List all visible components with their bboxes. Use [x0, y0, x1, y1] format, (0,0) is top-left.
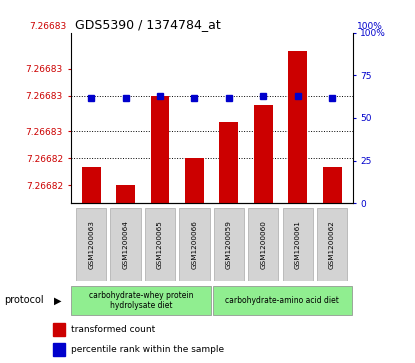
FancyBboxPatch shape	[248, 208, 278, 281]
Text: 100%: 100%	[357, 22, 383, 31]
FancyBboxPatch shape	[283, 208, 313, 281]
Text: carbohydrate-whey protein
hydrolysate diet: carbohydrate-whey protein hydrolysate di…	[89, 291, 193, 310]
Text: GSM1200063: GSM1200063	[88, 220, 94, 269]
FancyBboxPatch shape	[76, 208, 106, 281]
Bar	[116, 185, 135, 203]
Text: protocol: protocol	[4, 295, 44, 305]
Bar	[288, 50, 307, 203]
FancyBboxPatch shape	[145, 208, 175, 281]
Text: 7.26683: 7.26683	[29, 22, 66, 31]
Text: GSM1200062: GSM1200062	[329, 220, 335, 269]
Bar	[53, 343, 65, 356]
FancyBboxPatch shape	[213, 286, 352, 315]
Text: GSM1200065: GSM1200065	[157, 220, 163, 269]
Text: transformed count: transformed count	[71, 325, 155, 334]
Text: GSM1200061: GSM1200061	[295, 220, 301, 269]
Bar	[322, 167, 342, 203]
Bar	[53, 323, 65, 336]
Text: ▶: ▶	[54, 295, 61, 305]
Text: percentile rank within the sample: percentile rank within the sample	[71, 345, 224, 354]
Bar	[82, 167, 101, 203]
Text: GSM1200059: GSM1200059	[226, 220, 232, 269]
FancyBboxPatch shape	[110, 208, 141, 281]
FancyBboxPatch shape	[214, 208, 244, 281]
Bar	[254, 105, 273, 203]
Bar	[185, 158, 204, 203]
FancyBboxPatch shape	[179, 208, 210, 281]
Text: GDS5390 / 1374784_at: GDS5390 / 1374784_at	[75, 18, 220, 31]
Bar	[151, 95, 169, 203]
Bar	[220, 122, 238, 203]
Text: GSM1200060: GSM1200060	[260, 220, 266, 269]
FancyBboxPatch shape	[71, 286, 211, 315]
Text: carbohydrate-amino acid diet: carbohydrate-amino acid diet	[225, 296, 339, 305]
Text: GSM1200066: GSM1200066	[191, 220, 198, 269]
Text: GSM1200064: GSM1200064	[122, 220, 129, 269]
FancyBboxPatch shape	[317, 208, 347, 281]
